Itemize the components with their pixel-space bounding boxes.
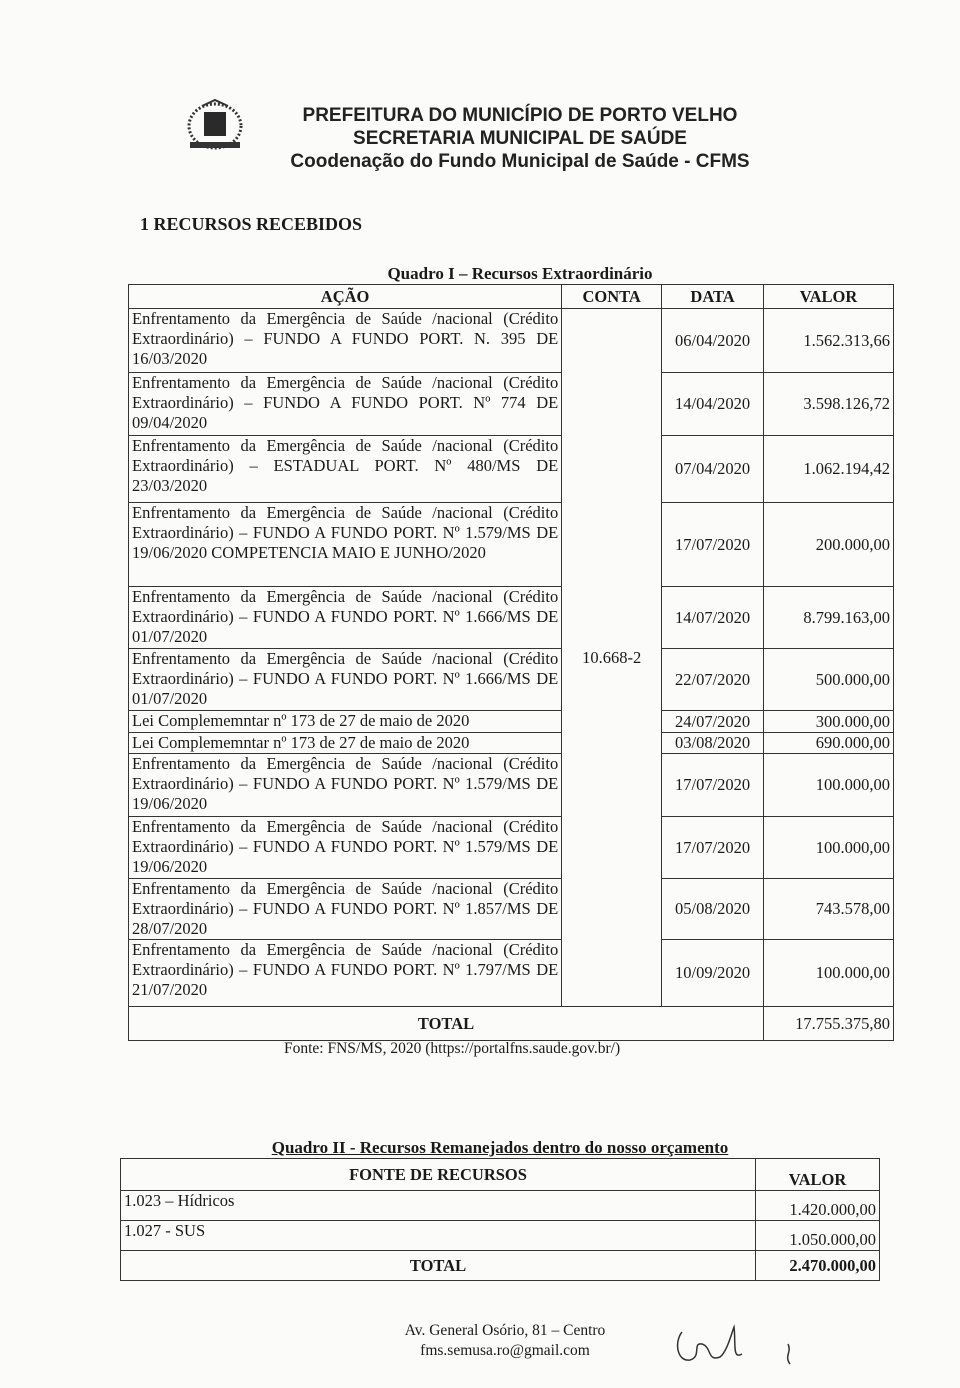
data-cell: 10/09/2020	[661, 939, 765, 1007]
acao-cell: Enfrentamento da Emergência de Saúde /na…	[127, 502, 563, 587]
valor-cell: 1.562.313,66	[763, 308, 894, 373]
table-row: Enfrentamento da Emergência de Saúde /na…	[127, 308, 894, 1007]
acao-cell: Enfrentamento da Emergência de Saúde /na…	[127, 878, 563, 940]
total-value: 17.755.375,80	[763, 1006, 894, 1041]
valor-cell: 743.578,00	[763, 878, 894, 940]
coat-of-arms-logo	[187, 98, 243, 150]
conta-cell: 10.668-2	[561, 308, 663, 1007]
table-row: Enfrentamento da Emergência de Saúde /na…	[127, 435, 894, 503]
quadro1-table: AÇÃO CONTA DATA VALOR Enfrentamento da E…	[127, 284, 894, 1041]
quadro2-caption: Quadro II - Recursos Remanejados dentro …	[271, 1138, 729, 1157]
data-cell: 03/08/2020	[661, 732, 765, 754]
valor-cell: 690.000,00	[763, 732, 894, 754]
table-row: Lei Complememntar nº 173 de 27 de maio d…	[127, 710, 894, 733]
valor-cell: 3.598.126,72	[763, 372, 894, 436]
table-row: Enfrentamento da Emergência de Saúde /na…	[127, 586, 894, 649]
table-row: Enfrentamento da Emergência de Saúde /na…	[127, 372, 894, 436]
acao-cell: Enfrentamento da Emergência de Saúde /na…	[127, 308, 563, 373]
total2-value: 2.470.000,00	[755, 1250, 880, 1281]
source-note: Fonte: FNS/MS, 2020 (https://portalfns.s…	[284, 1040, 621, 1057]
acao-cell: Lei Complememntar nº 173 de 27 de maio d…	[127, 732, 563, 754]
quadro1-caption: Quadro I – Recursos Extraordinário	[387, 264, 653, 283]
data-cell: 05/08/2020	[661, 878, 765, 940]
table-row: Enfrentamento da Emergência de Saúde /na…	[127, 648, 894, 711]
acao-cell: Enfrentamento da Emergência de Saúde /na…	[127, 939, 563, 1007]
fonte-cell: 1.023 – Hídricos	[119, 1190, 757, 1221]
data-cell: 22/07/2020	[661, 648, 765, 711]
table-row: Enfrentamento da Emergência de Saúde /na…	[127, 816, 894, 879]
valor-cell: 200.000,00	[763, 502, 894, 587]
table-row: Lei Complememntar nº 173 de 27 de maio d…	[127, 732, 894, 754]
total-label: TOTAL	[127, 1006, 765, 1041]
footer-address: Av. General Osório, 81 – Centro	[404, 1322, 606, 1339]
valor-cell: 1.050.000,00	[755, 1220, 880, 1251]
table-row: Enfrentamento da Emergência de Saúde /na…	[127, 878, 894, 940]
table-row: Enfrentamento da Emergência de Saúde /na…	[127, 753, 894, 817]
acao-cell: Enfrentamento da Emergência de Saúde /na…	[127, 372, 563, 436]
acao-cell: Enfrentamento da Emergência de Saúde /na…	[127, 586, 563, 649]
header-data: DATA	[661, 284, 765, 309]
header-line-1: PREFEITURA DO MUNICÍPIO DE PORTO VELHO	[302, 105, 738, 126]
document-header: PREFEITURA DO MUNICÍPIO DE PORTO VELHO S…	[270, 104, 770, 173]
header-line-2: SECRETARIA MUNICIPAL DE SAÚDE	[353, 128, 687, 149]
valor-cell: 1.420.000,00	[755, 1190, 880, 1221]
header-valor: VALOR	[763, 284, 894, 309]
table-row: Enfrentamento da Emergência de Saúde /na…	[127, 939, 894, 1007]
data-cell: 17/07/2020	[661, 816, 765, 879]
data-cell: 06/04/2020	[661, 308, 765, 373]
data-cell: 24/07/2020	[661, 710, 765, 733]
data-cell: 14/07/2020	[661, 586, 765, 649]
acao-cell: Enfrentamento da Emergência de Saúde /na…	[127, 435, 563, 503]
valor-cell: 1.062.194,42	[763, 435, 894, 503]
valor-cell: 100.000,00	[763, 753, 894, 817]
acao-cell: Enfrentamento da Emergência de Saúde /na…	[127, 753, 563, 817]
header-valor2: VALOR	[755, 1158, 880, 1191]
fonte-cell: 1.027 - SUS	[119, 1220, 757, 1251]
acao-cell: Enfrentamento da Emergência de Saúde /na…	[127, 816, 563, 879]
data-cell: 07/04/2020	[661, 435, 765, 503]
handwritten-signature	[676, 1324, 791, 1365]
footer-email: fms.semusa.ro@gmail.com	[420, 1342, 590, 1359]
quadro2-table: FONTE DE RECURSOS VALOR 1.023 – Hídricos…	[119, 1158, 880, 1281]
footer: Av. General Osório, 81 – Centro fms.semu…	[380, 1321, 630, 1361]
table-row: Enfrentamento da Emergência de Saúde /na…	[127, 502, 894, 587]
valor-cell: 8.799.163,00	[763, 586, 894, 649]
header-fonte: FONTE DE RECURSOS	[119, 1158, 757, 1191]
acao-cell: Lei Complememntar nº 173 de 27 de maio d…	[127, 710, 563, 733]
total2-label: TOTAL	[119, 1250, 757, 1281]
data-cell: 14/04/2020	[661, 372, 765, 436]
header-conta: CONTA	[561, 284, 663, 309]
data-cell: 17/07/2020	[661, 502, 765, 587]
section-title: 1 RECURSOS RECEBIDOS	[140, 214, 363, 234]
valor-cell: 100.000,00	[763, 816, 894, 879]
valor-cell: 300.000,00	[763, 710, 894, 733]
data-cell: 17/07/2020	[661, 753, 765, 817]
acao-cell: Enfrentamento da Emergência de Saúde /na…	[127, 648, 563, 711]
header-line-3: Coodenação do Fundo Municipal de Saúde -…	[290, 151, 750, 172]
header-acao: AÇÃO	[127, 284, 563, 309]
valor-cell: 100.000,00	[763, 939, 894, 1007]
valor-cell: 500.000,00	[763, 648, 894, 711]
